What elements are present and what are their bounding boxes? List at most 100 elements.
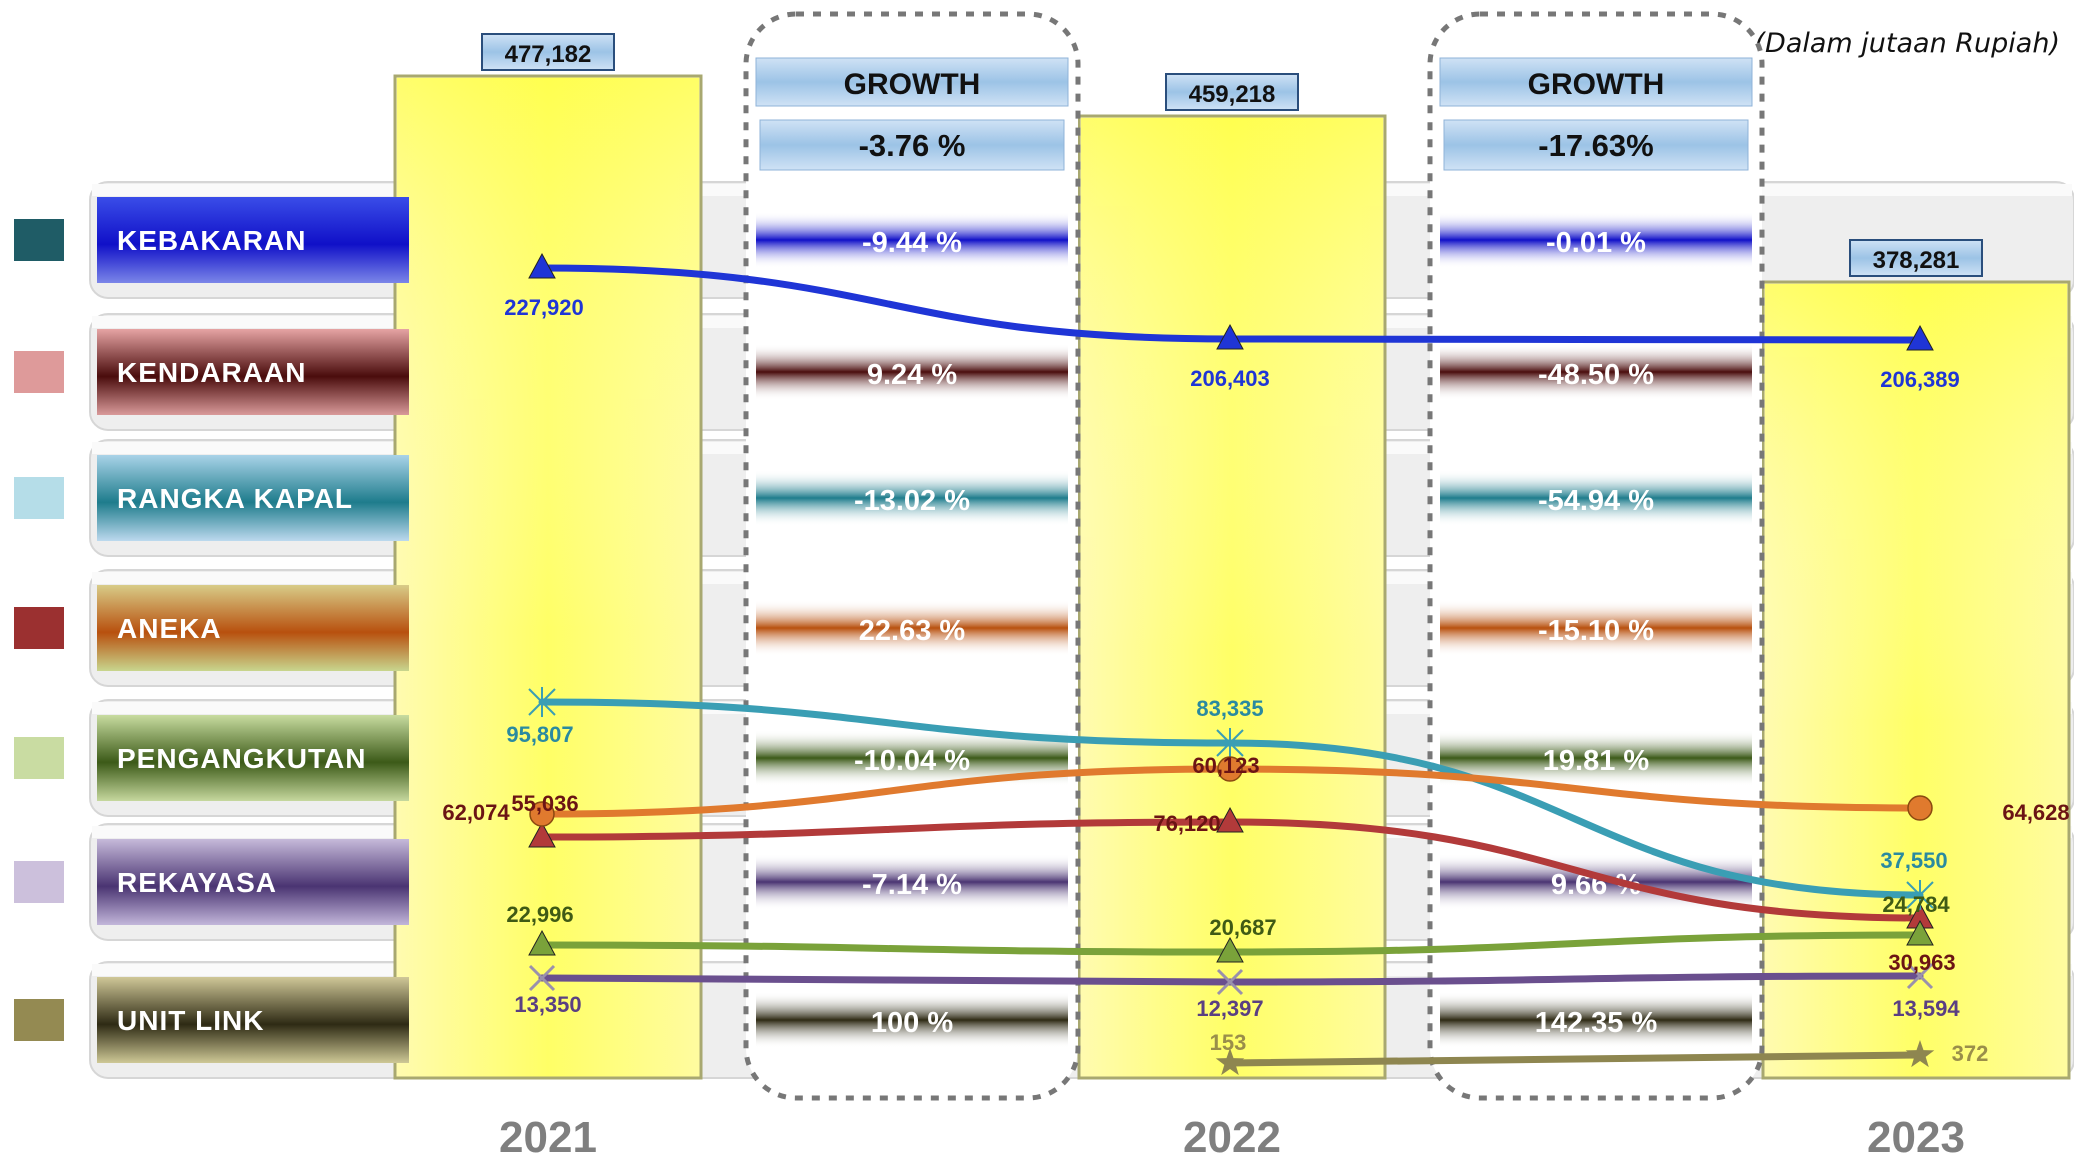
data-label: 24,784 xyxy=(1882,892,1950,917)
data-point xyxy=(528,252,556,279)
data-label: 206,403 xyxy=(1190,366,1270,391)
legend-swatch xyxy=(14,219,64,261)
data-label: 64,628 xyxy=(2002,800,2069,825)
total-value: 477,182 xyxy=(505,41,592,68)
growth-row-value: 22.63 % xyxy=(859,615,966,647)
growth-panel xyxy=(743,11,1081,1101)
growth-row-band xyxy=(756,344,1068,400)
growth-panel xyxy=(1427,11,1765,1101)
series-row-label-box xyxy=(97,977,409,1063)
growth-row-band xyxy=(756,212,1068,268)
data-label: 12,397 xyxy=(1196,996,1263,1021)
series-row-label-box xyxy=(97,329,409,415)
series-row-label-box xyxy=(97,197,409,283)
growth-total-value: -3.76 % xyxy=(859,128,966,163)
data-label: 22,996 xyxy=(506,902,573,927)
series-row-label: UNIT LINK xyxy=(117,1005,264,1036)
data-point xyxy=(1906,962,1934,990)
growth-row-value: -48.50 % xyxy=(1538,359,1654,391)
data-label: 60,123 xyxy=(1192,753,1259,778)
legend-swatch xyxy=(14,999,64,1041)
legend-swatch xyxy=(14,737,64,779)
series-line-unit-link xyxy=(1226,1051,1924,1067)
growth-row-band xyxy=(756,600,1068,656)
growth-row-band xyxy=(1440,992,1752,1048)
total-value: 378,281 xyxy=(1873,247,1960,274)
data-label: 13,594 xyxy=(1892,996,1960,1021)
series-row-label: KEBAKARAN xyxy=(117,225,306,256)
data-label: 20,687 xyxy=(1209,915,1276,940)
data-point xyxy=(1217,756,1243,782)
legend-swatch xyxy=(14,607,64,649)
series-row-label: REKAYASA xyxy=(117,867,277,898)
growth-total-box xyxy=(759,119,1065,171)
series-row-label: RANGKA KAPAL xyxy=(117,483,353,514)
data-label: 153 xyxy=(1210,1030,1247,1055)
data-label: 30,963 xyxy=(1888,950,1955,975)
x-tick-label: 2021 xyxy=(499,1113,597,1156)
growth-row-value: 19.81 % xyxy=(1543,745,1650,777)
growth-row-band xyxy=(1440,470,1752,526)
legend-swatch xyxy=(14,861,64,903)
total-box xyxy=(481,33,615,71)
series-line-rangka-kapal xyxy=(538,698,1924,899)
growth-row-band xyxy=(1440,344,1752,400)
series-row-label-box xyxy=(97,585,409,671)
growth-total-value: -17.63% xyxy=(1538,128,1653,163)
data-label: 372 xyxy=(1952,1041,1989,1066)
total-box xyxy=(1165,73,1299,111)
data-point xyxy=(1216,936,1244,963)
data-point xyxy=(528,687,556,717)
growth-header-label: GROWTH xyxy=(1528,68,1665,101)
data-label: 37,550 xyxy=(1880,848,1947,873)
growth-row-value: -7.14 % xyxy=(862,869,962,901)
growth-header-label: GROWTH xyxy=(844,68,981,101)
total-box xyxy=(1849,239,1983,277)
growth-row-value: -15.10 % xyxy=(1538,615,1654,647)
unit-note: (Dalam jutaan Rupiah) xyxy=(1754,28,2061,59)
series-row-label: ANEKA xyxy=(117,613,222,644)
data-point xyxy=(1216,806,1244,833)
data-point xyxy=(1906,919,1934,946)
data-point xyxy=(1216,323,1244,350)
growth-row-value: 100 % xyxy=(871,1007,953,1039)
data-label: 95,807 xyxy=(506,722,573,747)
data-point xyxy=(1215,1048,1245,1076)
data-label: 62,074 xyxy=(442,800,510,825)
growth-row-band xyxy=(756,470,1068,526)
growth-row-band xyxy=(756,992,1068,1048)
growth-row-value: 9.24 % xyxy=(867,359,957,391)
data-point xyxy=(1906,880,1934,910)
x-tick-label: 2023 xyxy=(1867,1113,1965,1156)
series-row-label-box xyxy=(97,455,409,541)
series-row-label: PENGANGKUTAN xyxy=(117,743,366,774)
data-point xyxy=(528,821,556,848)
data-point xyxy=(1907,795,1933,821)
growth-row-value: -13.02 % xyxy=(854,485,970,517)
data-label: 83,335 xyxy=(1196,696,1263,721)
series-row-label: KENDARAAN xyxy=(117,357,306,388)
growth-header xyxy=(1439,57,1753,107)
data-point xyxy=(529,801,555,827)
total-value: 459,218 xyxy=(1189,81,1276,108)
growth-row-band xyxy=(1440,212,1752,268)
growth-row-value: 142.35 % xyxy=(1535,1007,1658,1039)
growth-row-value: -10.04 % xyxy=(854,745,970,777)
data-label: 55,036 xyxy=(511,791,578,816)
data-point xyxy=(528,929,556,956)
data-point xyxy=(1906,324,1934,351)
series-row-label-box xyxy=(97,839,409,925)
data-label: 76,120 xyxy=(1153,811,1220,836)
growth-row-value: -54.94 % xyxy=(1538,485,1654,517)
legend-swatch xyxy=(14,351,64,393)
growth-header xyxy=(755,57,1069,107)
data-point xyxy=(1905,1040,1935,1068)
growth-total-box xyxy=(1443,119,1749,171)
data-label: 206,389 xyxy=(1880,367,1960,392)
legend-swatch xyxy=(14,477,64,519)
data-point xyxy=(1216,968,1244,996)
growth-row-value: -0.01 % xyxy=(1546,227,1646,259)
data-label: 13,350 xyxy=(514,992,581,1017)
